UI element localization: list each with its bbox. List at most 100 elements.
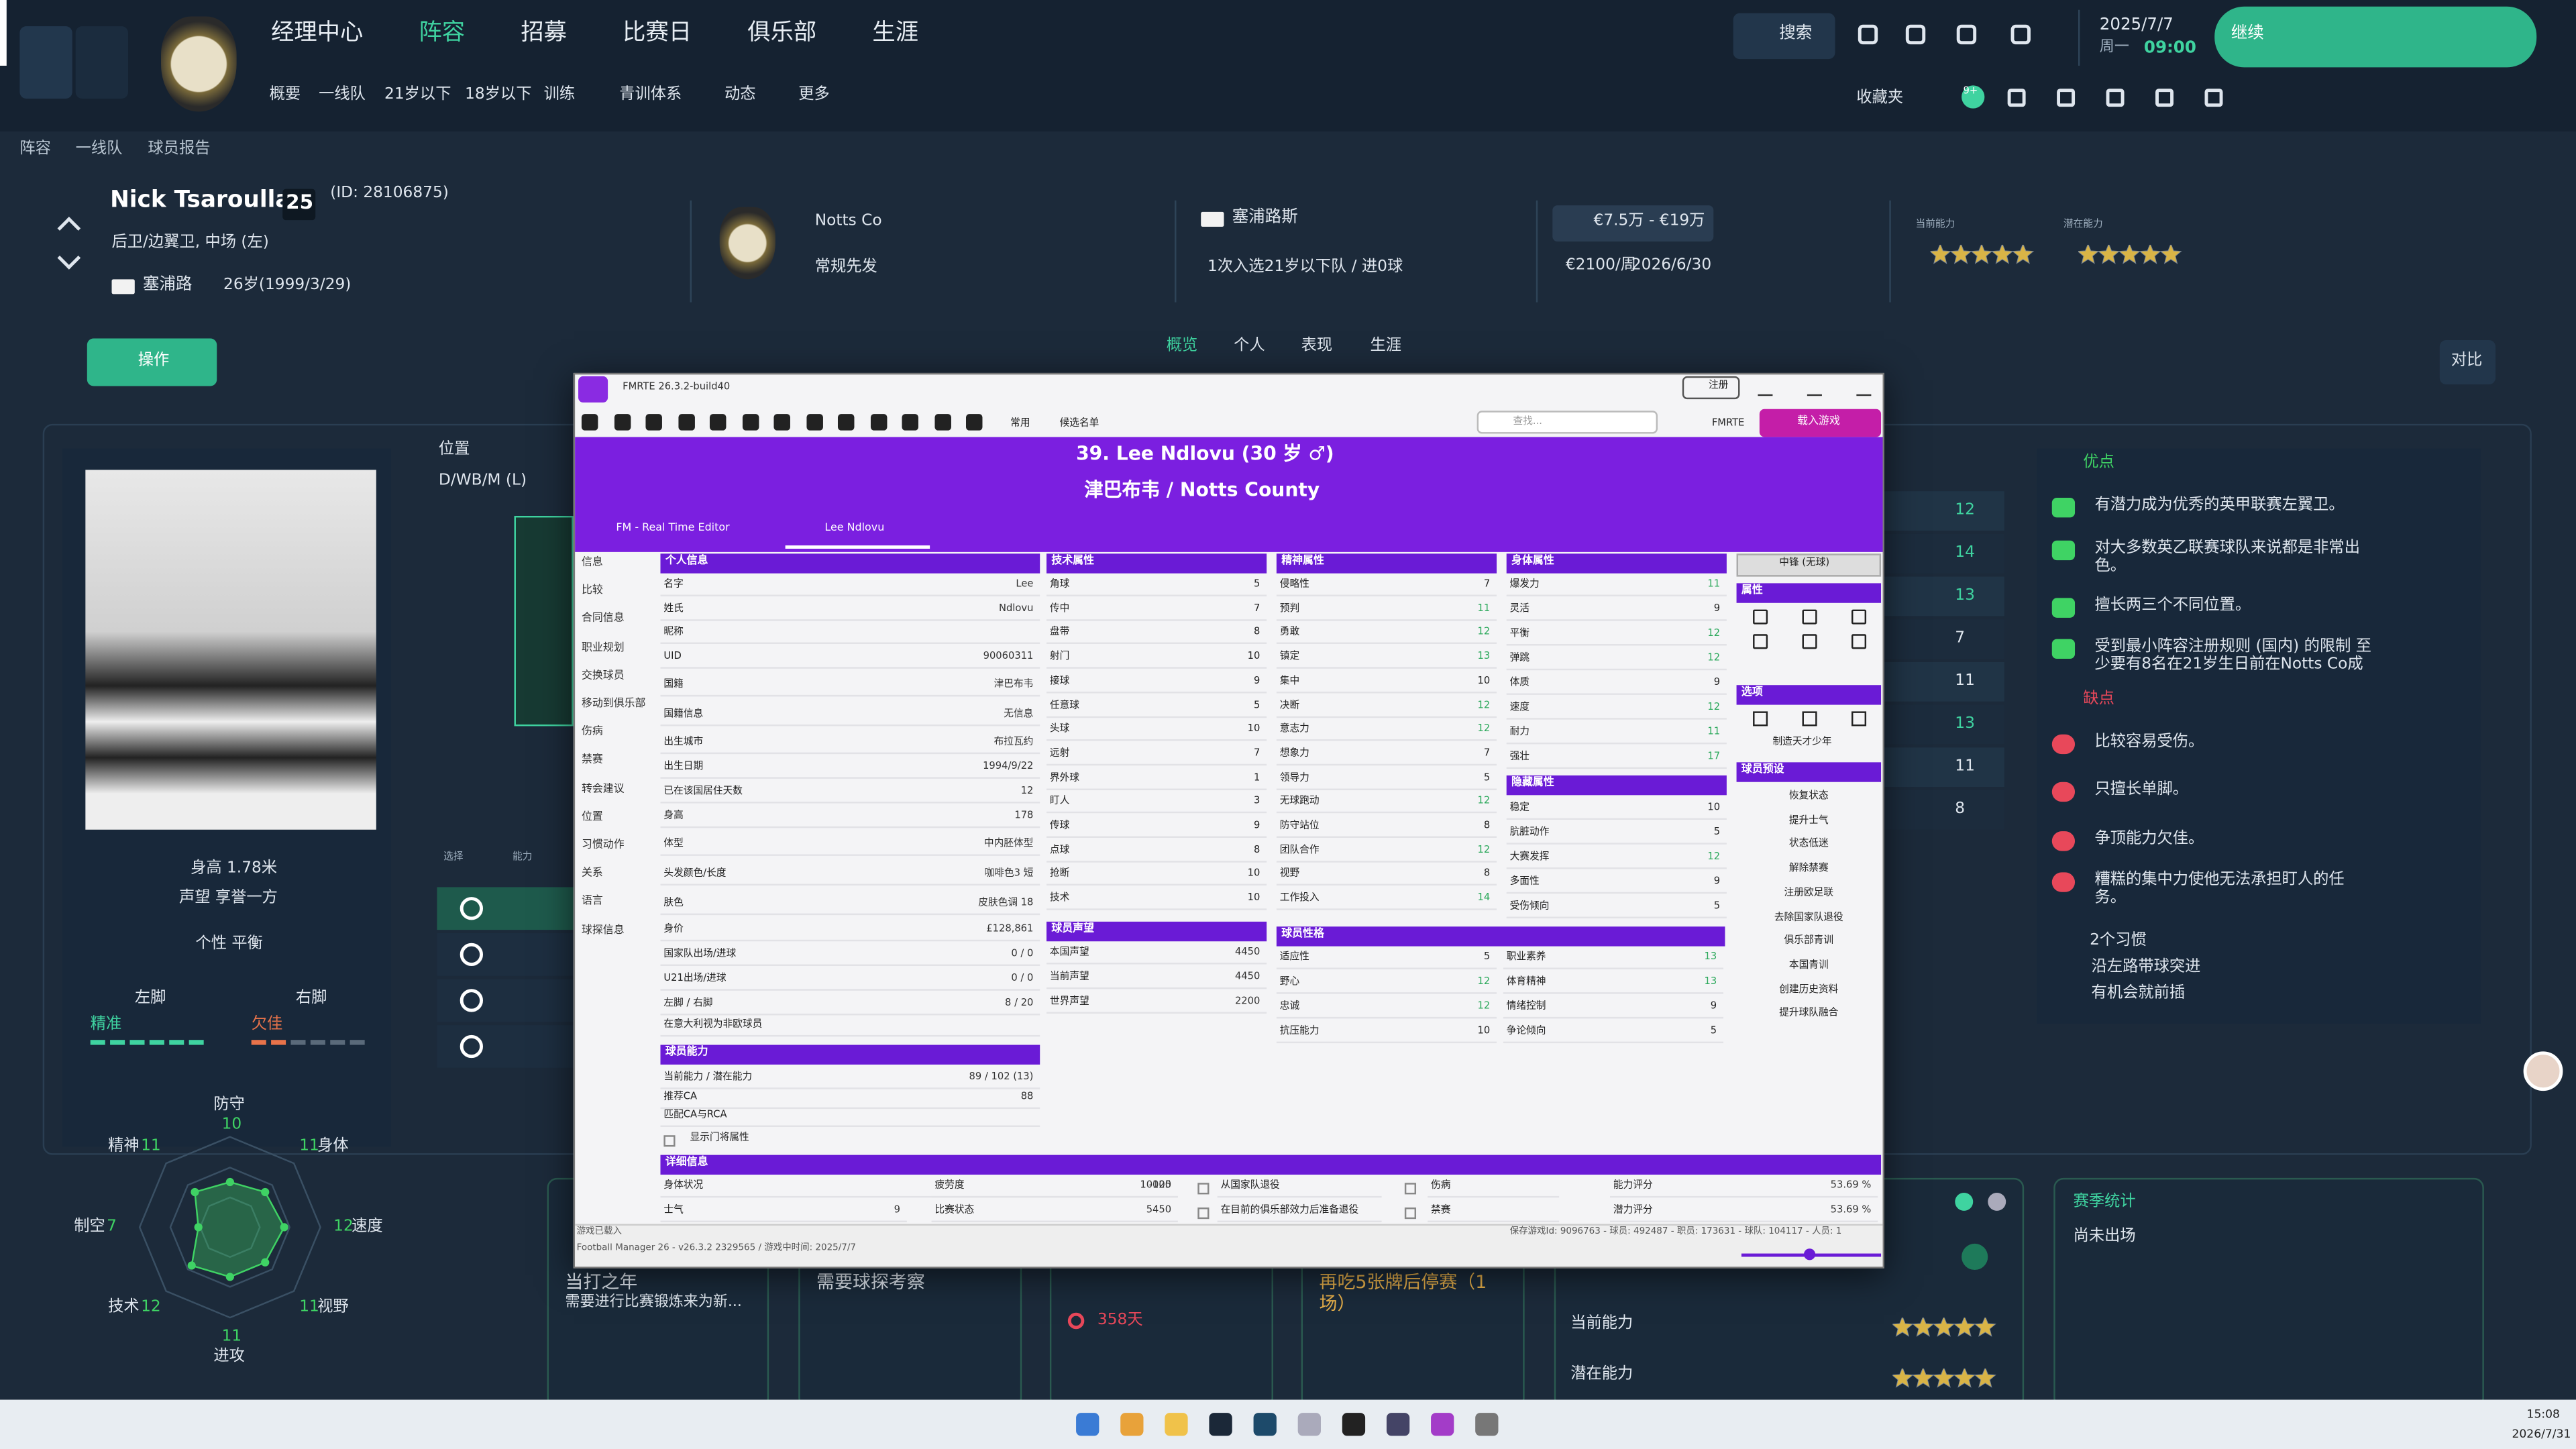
tool-icon[interactable] (581, 414, 598, 431)
field-value[interactable]: 布拉瓦约 (994, 736, 1034, 748)
field-value[interactable]: 9 (1253, 675, 1260, 687)
field-value[interactable]: -125 (1148, 1179, 1172, 1191)
favorites[interactable]: 收藏夹 (1856, 89, 1904, 107)
down-arrow[interactable] (57, 246, 81, 270)
taskbar-app[interactable] (1386, 1413, 1410, 1436)
side-nav[interactable]: 移动到俱乐部 (581, 696, 646, 710)
field-value[interactable]: 5 (1253, 699, 1260, 711)
field-value[interactable]: 7 (1253, 602, 1260, 614)
taskbar-app[interactable] (1076, 1413, 1099, 1436)
field-value[interactable]: 11 (1477, 602, 1491, 614)
breadcrumb[interactable]: 阵容 (19, 140, 51, 158)
toolbar-icon[interactable] (2007, 89, 2026, 107)
field-value[interactable]: 12 (1477, 796, 1491, 808)
toolbar-icon[interactable] (2057, 89, 2076, 107)
preset[interactable]: 状态低迷 (1788, 838, 1829, 851)
field-value[interactable]: 17 (1707, 751, 1721, 763)
main-menu[interactable]: 经理中心 (271, 19, 364, 46)
avatar[interactable] (2523, 1051, 2563, 1091)
load-label[interactable]: 载入游戏 (1797, 414, 1840, 427)
role-row[interactable] (437, 933, 576, 976)
field-value[interactable]: 13 (1704, 975, 1717, 987)
field-value[interactable]: 1 (1253, 771, 1260, 784)
main-menu[interactable]: 俱乐部 (747, 19, 817, 46)
side-nav[interactable]: 合同信息 (581, 611, 625, 625)
toolbar-item[interactable]: 常用 (1010, 417, 1030, 429)
tool-icon[interactable] (902, 414, 918, 431)
toolbar-icon[interactable] (1858, 24, 1878, 45)
taskbar-app[interactable] (1342, 1413, 1366, 1436)
tool-icon[interactable] (709, 414, 727, 431)
preset[interactable]: 恢复状态 (1788, 790, 1829, 802)
field-value[interactable]: 7 (1253, 747, 1260, 759)
option-tool[interactable] (1753, 711, 1768, 727)
field-value[interactable]: 9 (1710, 1000, 1717, 1012)
field-value[interactable]: 12 (1477, 699, 1491, 711)
register-label[interactable]: 注册 (1708, 379, 1729, 391)
field-value[interactable]: 1994/9/22 (983, 760, 1034, 773)
breadcrumb[interactable]: 一线队 (75, 140, 123, 158)
radio[interactable] (460, 1034, 484, 1059)
taskbar-app[interactable] (1209, 1413, 1232, 1436)
back-button[interactable] (19, 26, 72, 99)
checkbox[interactable] (1404, 1183, 1417, 1195)
role-row[interactable] (437, 887, 576, 930)
taskbar-app[interactable] (1120, 1413, 1144, 1436)
preset[interactable]: 俱乐部青训 (1784, 934, 1834, 947)
field-value[interactable]: 12 (1707, 851, 1721, 863)
field-value[interactable]: Ndlovu (998, 602, 1034, 614)
field-value[interactable]: 8 (1253, 627, 1260, 639)
taskbar-app[interactable] (1297, 1413, 1321, 1436)
toolbar-icon[interactable] (1905, 24, 1926, 45)
sub-menu[interactable]: 训练 (543, 85, 576, 104)
sub-menu[interactable]: 青训体系 (619, 85, 682, 104)
tool-icon[interactable] (966, 414, 983, 431)
preset[interactable]: 提升球队融合 (1779, 1007, 1839, 1020)
toolbar-icon[interactable] (2010, 24, 2031, 45)
field-value[interactable]: 皮肤色调 18 (978, 897, 1034, 909)
option-tool[interactable] (1802, 711, 1817, 727)
role-row[interactable] (437, 979, 576, 1022)
field-value[interactable]: 0 / 0 (1011, 972, 1034, 984)
taskbar-app[interactable] (1253, 1413, 1277, 1436)
side-nav[interactable]: 比较 (581, 583, 603, 597)
field-value[interactable]: 5 (1710, 1025, 1717, 1037)
field-value[interactable]: 5 (1483, 771, 1491, 784)
search-label[interactable]: 搜索 (1779, 24, 1813, 43)
search-box[interactable] (1733, 13, 1835, 60)
tool-icon[interactable] (741, 414, 759, 431)
preset[interactable]: 去除国家队退役 (1774, 910, 1843, 923)
field-value[interactable]: 178 (1014, 810, 1034, 822)
attr-tool[interactable] (1851, 609, 1867, 625)
sub-menu[interactable]: 概要 (269, 85, 301, 104)
field-value[interactable]: 11 (1707, 726, 1721, 738)
tool-icon[interactable] (613, 414, 631, 431)
side-nav[interactable]: 伤病 (581, 724, 603, 739)
field-value[interactable]: 8 / 20 (1005, 997, 1034, 1009)
attr-tool[interactable] (1802, 609, 1817, 625)
field-value[interactable]: 89 / 102 (13) (969, 1071, 1034, 1083)
side-nav[interactable]: 信息 (581, 555, 603, 569)
forward-button[interactable] (75, 26, 129, 99)
action-button[interactable] (87, 338, 217, 386)
toolbar-icon[interactable] (1956, 24, 1977, 45)
preset[interactable]: 解除禁赛 (1788, 862, 1829, 875)
main-menu[interactable]: 招募 (521, 19, 567, 46)
sub-menu[interactable]: 动态 (724, 85, 756, 104)
toolbar-icon[interactable] (2155, 89, 2174, 107)
side-nav[interactable]: 转会建议 (581, 781, 625, 795)
tab[interactable]: 个人 (1234, 337, 1265, 355)
role-select[interactable] (1736, 553, 1882, 577)
window-control[interactable] (1856, 381, 1872, 396)
checkbox[interactable] (1404, 1208, 1417, 1220)
sub-menu[interactable]: 21岁以下 (384, 85, 451, 104)
tab-active[interactable] (785, 519, 930, 549)
field-value[interactable]: 5 (1483, 951, 1491, 963)
field-value[interactable]: 5 (1713, 900, 1721, 912)
field-value[interactable]: 90060311 (983, 650, 1034, 662)
search-field[interactable] (1477, 411, 1658, 434)
attr-tool[interactable] (1753, 634, 1768, 649)
tool-icon[interactable] (869, 414, 887, 431)
option-label[interactable]: 制造天才少年 (1772, 736, 1832, 748)
attr-tool[interactable] (1851, 634, 1867, 649)
